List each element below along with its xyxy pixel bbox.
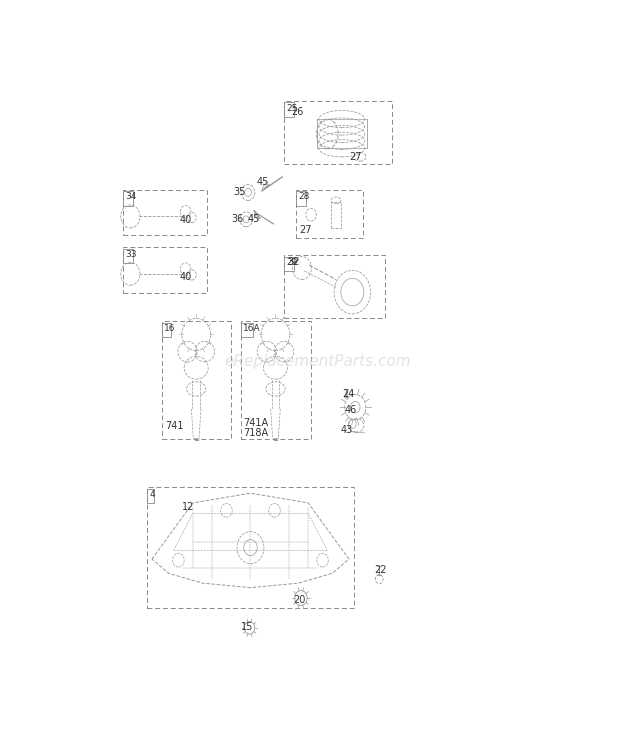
Text: eReplacementParts.com: eReplacementParts.com [224, 354, 411, 369]
Text: 12: 12 [182, 502, 195, 513]
Text: 718A: 718A [243, 428, 268, 438]
Text: 34: 34 [125, 193, 136, 202]
Text: 4: 4 [149, 490, 155, 499]
Bar [331, 202, 341, 228]
Bar [284, 100, 392, 164]
Text: 27: 27 [349, 152, 361, 162]
Bar [284, 103, 293, 117]
Text: 33: 33 [125, 250, 136, 259]
Bar [147, 487, 354, 608]
Bar [147, 489, 154, 504]
Bar [123, 191, 133, 205]
Text: 28: 28 [298, 193, 309, 202]
Bar [241, 321, 311, 439]
Bar [296, 190, 363, 238]
Text: 32: 32 [288, 257, 300, 267]
Text: 40: 40 [179, 272, 192, 282]
Bar [162, 321, 231, 439]
Text: 16: 16 [164, 324, 175, 333]
Text: 741: 741 [166, 421, 184, 431]
Bar [123, 190, 207, 235]
Bar [123, 247, 207, 292]
Bar [123, 248, 133, 263]
Text: 45: 45 [256, 177, 268, 187]
Text: 29: 29 [286, 258, 298, 267]
Bar [162, 323, 171, 337]
Text: 24: 24 [342, 389, 354, 399]
Text: 20: 20 [293, 595, 305, 606]
Bar [284, 257, 293, 272]
Text: 40: 40 [179, 215, 192, 225]
Text: 36: 36 [231, 214, 244, 225]
Text: 25: 25 [286, 103, 298, 112]
Text: 16A: 16A [243, 324, 260, 333]
Text: 22: 22 [374, 565, 387, 576]
Bar [241, 323, 253, 337]
Text: 741A: 741A [243, 417, 268, 428]
Text: 27: 27 [299, 225, 312, 235]
Text: 35: 35 [233, 187, 246, 197]
Bar [296, 191, 306, 205]
Text: 43: 43 [341, 425, 353, 435]
Text: 26: 26 [291, 107, 304, 118]
Text: 15: 15 [241, 622, 253, 632]
Bar [284, 255, 385, 318]
Text: 45: 45 [247, 214, 260, 225]
Text: 46: 46 [344, 405, 356, 415]
